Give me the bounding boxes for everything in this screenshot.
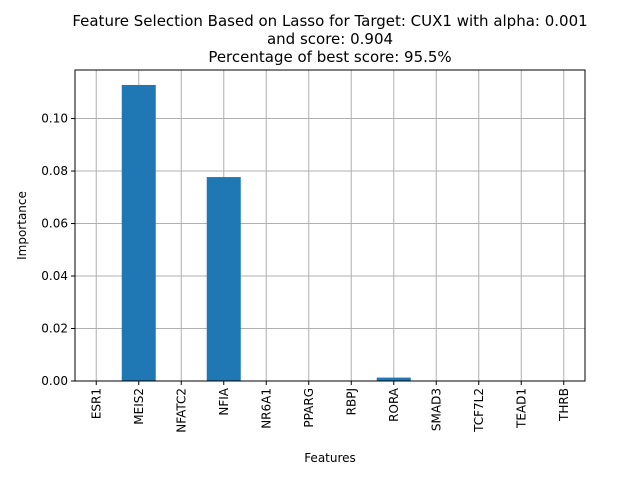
bar-layer	[121, 84, 411, 381]
y-tick-label: 0.10	[41, 112, 68, 126]
x-tick-label: THRB	[557, 388, 571, 422]
plot-frame	[74, 69, 586, 382]
x-tick-label: RBPJ	[344, 388, 358, 415]
bar-rora	[376, 377, 411, 381]
chart-title: Feature Selection Based on Lasso for Tar…	[72, 12, 587, 66]
x-tick-label: NR6A1	[259, 388, 273, 429]
x-tick-label: MEIS2	[132, 388, 146, 425]
bar-meis2	[121, 84, 156, 381]
bar-nfia	[206, 177, 241, 381]
tick-layer: ESR1 MEIS2 NFATC2 NFIA NR6A1 PPARG RBPJ RORA SMA…	[41, 112, 570, 433]
y-axis-label: Importance	[15, 191, 29, 260]
y-tick-label: 0.00	[41, 374, 68, 388]
y-tick-label: 0.04	[41, 269, 68, 283]
x-tick-label: PPARG	[302, 388, 316, 428]
x-axis-label: Features	[304, 451, 356, 465]
chart-title-line-3: Percentage of best score: 95.5%	[208, 48, 451, 66]
chart-title-line-1: Feature Selection Based on Lasso for Tar…	[72, 12, 587, 30]
x-tick-label: NFIA	[217, 387, 231, 415]
x-tick-label: TEAD1	[514, 388, 528, 429]
x-tick-label: SMAD3	[429, 388, 443, 431]
x-tick-label: RORA	[387, 387, 401, 422]
x-tick-label: NFATC2	[174, 388, 188, 433]
y-tick-label: 0.02	[41, 322, 68, 336]
y-tick-label: 0.08	[41, 164, 68, 178]
chart-title-line-2: and score: 0.904	[267, 30, 393, 48]
x-tick-label: ESR1	[89, 388, 103, 419]
x-tick-label: TCF7L2	[472, 388, 486, 433]
y-tick-label: 0.06	[41, 217, 68, 231]
